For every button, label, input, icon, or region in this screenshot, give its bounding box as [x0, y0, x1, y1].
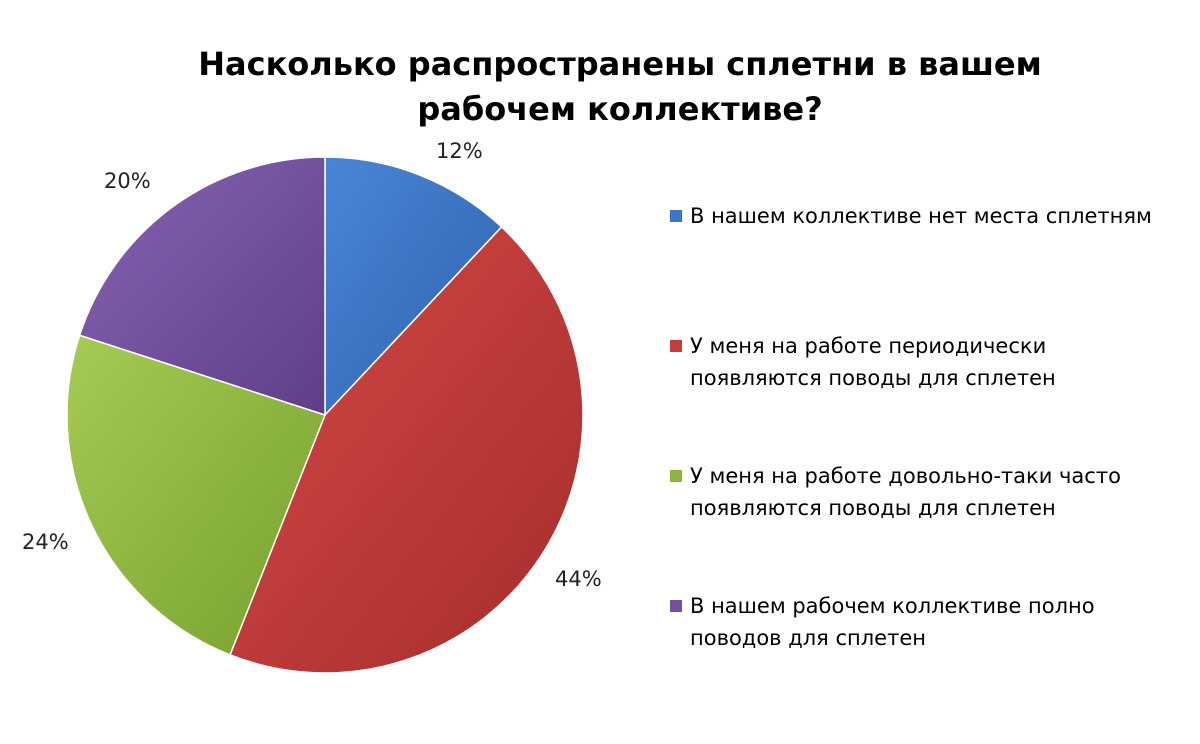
slice-label-2: 24% [22, 530, 69, 554]
legend-label-1: У меня на работе периодически появляются… [690, 330, 1180, 394]
legend-label-3: В нашем рабочем коллективе полно поводов… [690, 590, 1180, 654]
legend-label-2-line1: У меня на работе довольно-таки часто [690, 464, 1121, 488]
pie-slice-0 [324, 156, 503, 417]
legend-label-0: В нашем коллективе нет места сплетням [690, 200, 1180, 232]
pie-slice-1 [229, 225, 584, 674]
pie-slice-2 [66, 334, 326, 656]
legend-label-3-line1: В нашем рабочем коллективе полно [690, 594, 1095, 618]
chart-title: Насколько распространены сплетни в вашем… [198, 45, 1042, 128]
legend-label-1-line2: появляются поводы для сплетен [690, 366, 1056, 390]
legend-swatch-3 [670, 600, 682, 612]
legend-label-2-line2: появляются поводы для сплетен [690, 496, 1056, 520]
legend-label-2: У меня на работе довольно-таки часто поя… [690, 460, 1180, 524]
legend-swatch-0 [670, 210, 682, 222]
legend-swatch-1 [670, 340, 682, 352]
legend-label-1-line1: У меня на работе периодически [690, 334, 1047, 358]
slice-label-1: 44% [555, 567, 602, 591]
legend-label-0-line1: В нашем коллективе нет места сплетням [690, 204, 1152, 228]
slice-label-3: 20% [104, 169, 151, 193]
pie-slice-3 [78, 156, 326, 417]
slice-label-0: 12% [436, 139, 483, 163]
legend-swatch-2 [670, 470, 682, 482]
legend-label-3-line2: поводов для сплетен [690, 626, 926, 650]
